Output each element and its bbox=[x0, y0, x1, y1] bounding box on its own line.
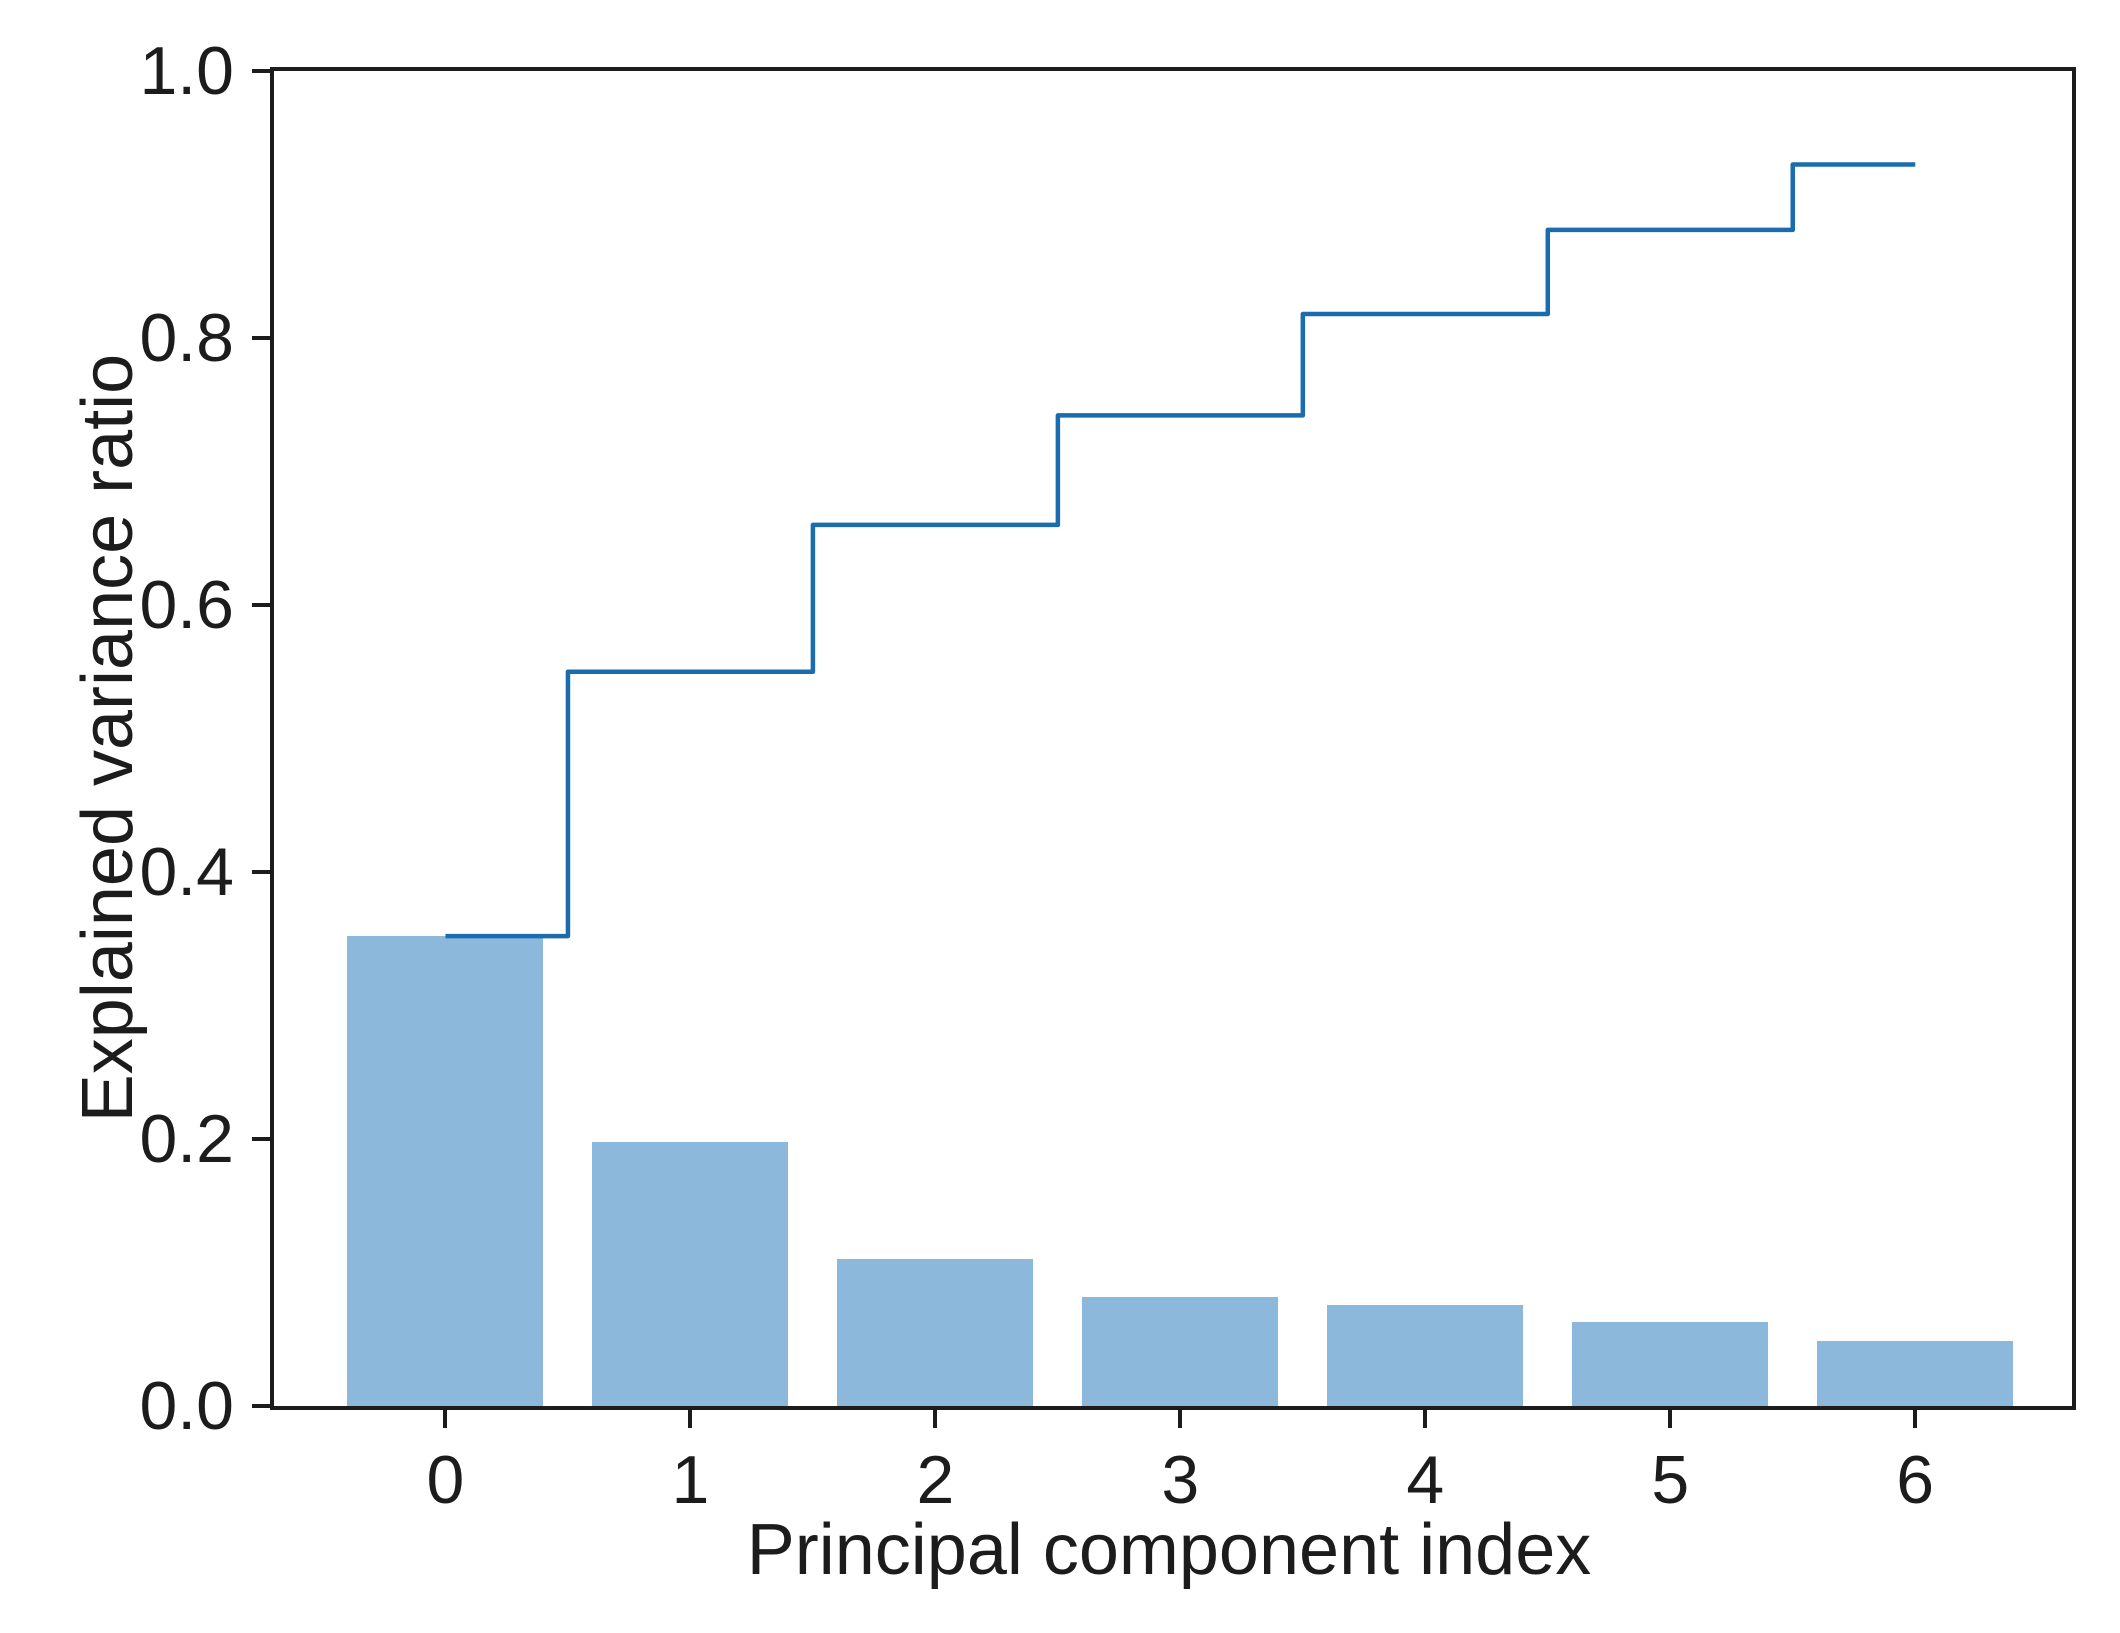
bar-pc2 bbox=[837, 1259, 1034, 1406]
x-tick-label-6: 6 bbox=[1896, 1442, 1935, 1518]
bar-pc3 bbox=[1082, 1296, 1279, 1406]
x-tick-label-4: 4 bbox=[1406, 1442, 1445, 1518]
y-tick-label-0.0: 0.0 bbox=[139, 1368, 234, 1444]
x-tick-4 bbox=[1423, 1410, 1428, 1428]
x-tick-5 bbox=[1668, 1410, 1673, 1428]
plot-area: 0.0 0.2 0.4 0.6 0.8 1.0 0 1 2 3 4 5 6 bbox=[139, 37, 2076, 1514]
cumulative-step-line bbox=[445, 162, 1916, 939]
bar-pc0 bbox=[347, 936, 544, 1406]
x-tick-label-5: 5 bbox=[1651, 1442, 1690, 1518]
y-tick-label-0.8: 0.8 bbox=[139, 300, 234, 376]
x-tick-6 bbox=[1913, 1410, 1918, 1428]
bars-layer bbox=[274, 71, 2072, 1406]
y-tick-0.4 bbox=[252, 870, 270, 874]
cumulative-line-path bbox=[445, 162, 1916, 939]
y-tick-1.0 bbox=[252, 69, 270, 73]
bar-pc4 bbox=[1327, 1304, 1524, 1406]
x-tick-label-2: 2 bbox=[916, 1442, 955, 1518]
ticks-layer: 0.0 0.2 0.4 0.6 0.8 1.0 0 1 2 3 4 5 6 bbox=[139, 37, 2072, 1514]
x-tick-label-0: 0 bbox=[426, 1442, 465, 1518]
x-tick-3 bbox=[1178, 1410, 1183, 1428]
x-axis-label: Principal component index bbox=[746, 1510, 1592, 1590]
bar-pc6 bbox=[1817, 1340, 2014, 1406]
x-tick-2 bbox=[933, 1410, 938, 1428]
y-tick-0.8 bbox=[252, 336, 270, 340]
y-tick-0.6 bbox=[252, 603, 270, 607]
y-tick-label-0.4: 0.4 bbox=[139, 834, 234, 910]
bar-pc1 bbox=[592, 1141, 789, 1406]
y-tick-0.0 bbox=[252, 1404, 270, 1408]
x-tick-label-1: 1 bbox=[671, 1442, 710, 1518]
bar-pc5 bbox=[1572, 1321, 1769, 1406]
x-tick-1 bbox=[688, 1410, 693, 1428]
y-tick-label-0.2: 0.2 bbox=[139, 1101, 234, 1177]
y-tick-label-1.0: 1.0 bbox=[139, 33, 234, 109]
x-tick-0 bbox=[443, 1410, 448, 1428]
y-tick-0.2 bbox=[252, 1137, 270, 1141]
x-tick-label-3: 3 bbox=[1161, 1442, 1200, 1518]
y-axis-label: Explained variance ratio bbox=[68, 353, 148, 1123]
y-tick-label-0.6: 0.6 bbox=[139, 567, 234, 643]
